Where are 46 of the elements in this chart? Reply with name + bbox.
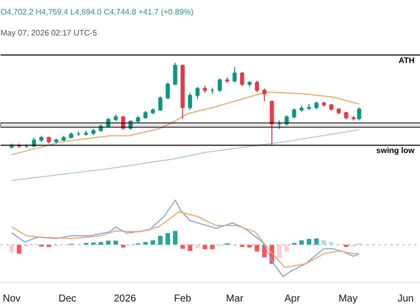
bar (106, 240, 111, 245)
bar (254, 244, 260, 252)
x-tick-label: Jun (398, 294, 414, 304)
bar (180, 244, 185, 249)
bar (202, 244, 208, 250)
candlestick (262, 88, 266, 102)
chart-subtitle: O4,702.2 H4,759.4 L4,694.0 C4,744.8 +41.7 (+0.89%) (0, 8, 194, 16)
candlestick (173, 62, 178, 86)
bar (195, 244, 200, 248)
bar (172, 230, 178, 245)
x-tick-label: Nov (2, 294, 21, 304)
chart-title: May 07, 2026 02:17 UTC-5 (0, 28, 98, 38)
candlestick (188, 92, 192, 111)
ref-line-label: ATH (398, 56, 415, 66)
bar (277, 244, 282, 258)
candlestick (254, 80, 259, 92)
candlestick (195, 86, 200, 100)
candlestick (292, 108, 296, 120)
x-tick-label: Feb (174, 294, 192, 304)
candlestick (218, 78, 222, 92)
candlestick (232, 66, 237, 84)
bar (210, 244, 215, 250)
candlestick (270, 100, 274, 146)
bar (120, 244, 126, 248)
bar (166, 233, 170, 245)
bar (284, 244, 289, 252)
bar (113, 240, 118, 245)
bar (314, 238, 319, 245)
x-tick-label: Mar (226, 294, 244, 304)
bar (158, 236, 163, 245)
ref-line-label: swing low (376, 146, 416, 156)
candlestick (240, 72, 244, 86)
bar (9, 244, 14, 252)
bar (247, 244, 252, 248)
bar (188, 244, 192, 251)
x-tick-label: Dec (58, 294, 76, 304)
bar (98, 242, 104, 245)
x-tick-label: May (338, 294, 358, 304)
candlestick (166, 82, 170, 100)
x-tick-label: Apr (284, 294, 301, 304)
x-tick-label: 2026 (114, 294, 137, 304)
bar (16, 244, 22, 254)
candlestick (158, 96, 162, 112)
candlestick (357, 106, 362, 121)
candlestick (284, 114, 289, 126)
candlestick (121, 116, 126, 130)
